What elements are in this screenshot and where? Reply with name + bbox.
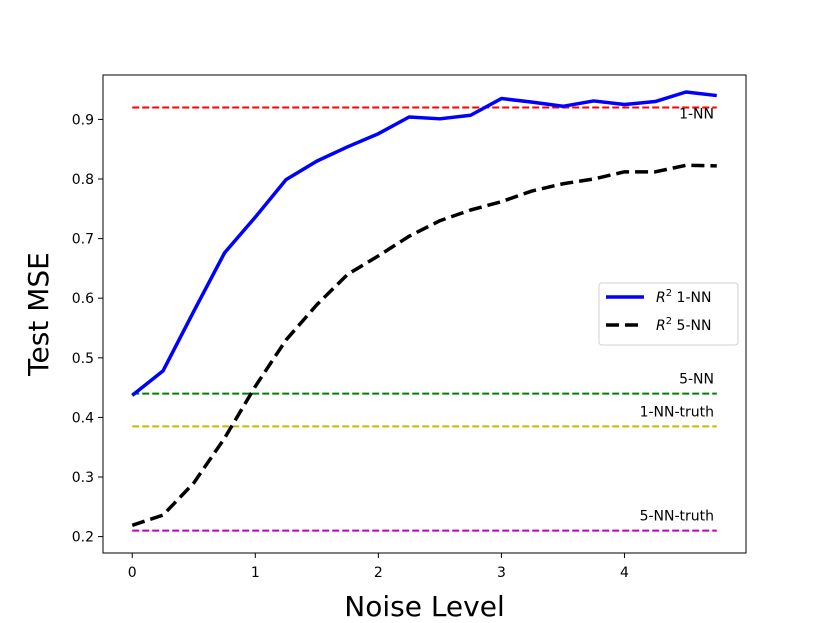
legend-label-r2-1nn: R2 1-NN: [656, 288, 711, 306]
y-tick-label: 0.2: [72, 530, 94, 546]
series-group: [131, 90, 717, 527]
x-tick-label: 2: [374, 565, 383, 581]
x-tick-label: 3: [497, 565, 506, 581]
reference-labels: 1-NN 5-NN 1-NN-truth 5-NN-truth: [640, 106, 714, 524]
ref-label-1-nn-truth: 1-NN-truth: [640, 404, 714, 420]
ref-label-5-nn-truth: 5-NN-truth: [640, 509, 714, 525]
legend: R2 1-NN R2 5-NN: [598, 282, 739, 346]
legend-label-r2-5nn: R2 5-NN: [656, 316, 711, 334]
x-tick-label: 1: [251, 565, 260, 581]
y-axis-label: Test MSE: [22, 252, 55, 377]
legend-items: R2 1-NN R2 5-NN: [606, 288, 711, 334]
y-tick-label: 0.3: [72, 470, 94, 486]
y-tick-label: 0.9: [72, 112, 94, 128]
x-axis-label: Noise Level: [344, 590, 504, 623]
x-tick-label: 0: [128, 565, 137, 581]
ref-label-5-nn: 5-NN: [679, 372, 714, 388]
series-line-r2-1nn: [131, 90, 717, 397]
y-tick-label: 0.6: [72, 291, 94, 307]
y-axis-ticks: 0.2 0.3 0.4 0.5 0.6 0.7 0.8 0.9: [72, 112, 103, 546]
ref-label-1-nn: 1-NN: [679, 106, 714, 122]
x-axis-ticks: 0 1 2 3 4: [128, 553, 629, 581]
x-tick-label: 4: [620, 565, 629, 581]
y-tick-label: 0.4: [72, 410, 94, 426]
series-line-r2-5nn: [131, 163, 717, 527]
y-tick-label: 0.5: [72, 351, 94, 367]
y-tick-label: 0.7: [72, 232, 94, 248]
reference-lines: [132, 106, 717, 532]
y-tick-label: 0.8: [72, 172, 94, 188]
plot-frame: [102, 74, 747, 554]
